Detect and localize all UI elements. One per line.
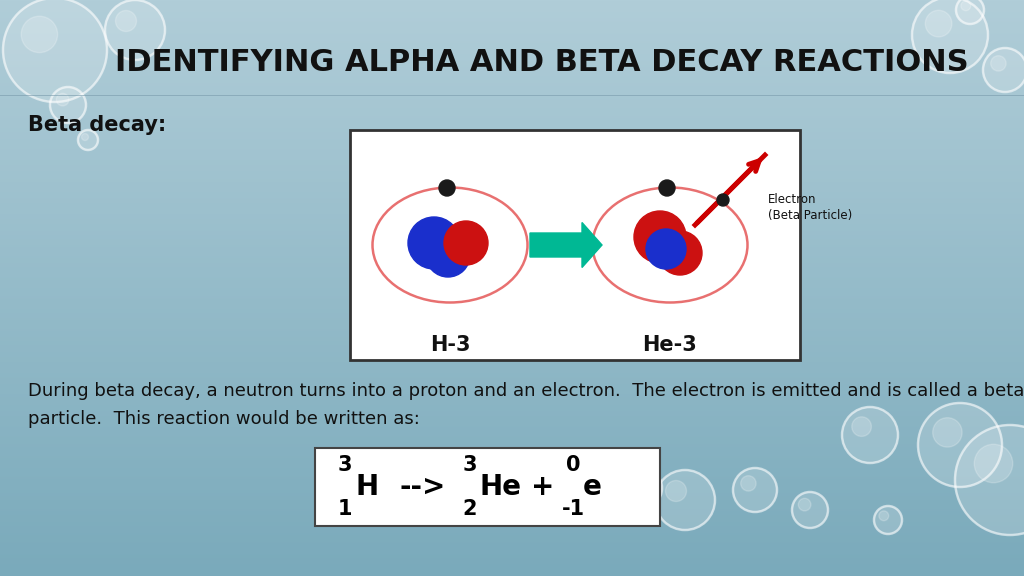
Text: During beta decay, a neutron turns into a proton and an electron.  The electron : During beta decay, a neutron turns into … xyxy=(28,382,1024,400)
Text: 1: 1 xyxy=(338,499,352,519)
Circle shape xyxy=(974,444,1013,483)
Circle shape xyxy=(874,506,902,534)
Circle shape xyxy=(933,418,963,447)
Circle shape xyxy=(799,498,811,511)
Bar xyxy=(350,130,800,360)
Circle shape xyxy=(3,0,106,102)
Circle shape xyxy=(626,473,641,489)
Circle shape xyxy=(426,233,470,277)
Circle shape xyxy=(912,0,988,73)
Circle shape xyxy=(56,93,69,106)
Circle shape xyxy=(666,480,686,502)
Text: 2: 2 xyxy=(463,499,477,519)
Circle shape xyxy=(983,48,1024,92)
Text: H-3: H-3 xyxy=(430,335,470,355)
Text: IDENTIFYING ALPHA AND BETA DECAY REACTIONS: IDENTIFYING ALPHA AND BETA DECAY REACTIO… xyxy=(115,48,969,77)
Circle shape xyxy=(918,403,1002,487)
Circle shape xyxy=(444,221,488,265)
Circle shape xyxy=(961,1,971,11)
Circle shape xyxy=(792,492,828,528)
Circle shape xyxy=(408,217,460,269)
Text: He: He xyxy=(480,473,522,501)
Circle shape xyxy=(646,229,686,269)
Circle shape xyxy=(618,466,662,510)
Circle shape xyxy=(634,211,686,263)
Text: He-3: He-3 xyxy=(643,335,697,355)
Text: particle.  This reaction would be written as:: particle. This reaction would be written… xyxy=(28,410,420,428)
Circle shape xyxy=(842,407,898,463)
Text: -->: --> xyxy=(399,473,446,501)
Circle shape xyxy=(733,468,777,512)
Text: 3: 3 xyxy=(463,455,477,475)
Text: -1: -1 xyxy=(561,499,585,519)
FancyArrow shape xyxy=(530,222,602,267)
Circle shape xyxy=(439,180,455,196)
Text: e: e xyxy=(583,473,602,501)
Circle shape xyxy=(105,0,165,60)
Circle shape xyxy=(926,10,952,37)
Circle shape xyxy=(717,194,729,206)
Text: Beta decay:: Beta decay: xyxy=(28,115,166,135)
Text: Electron
(Beta Particle): Electron (Beta Particle) xyxy=(768,193,852,222)
Circle shape xyxy=(659,180,675,196)
Circle shape xyxy=(655,470,715,530)
Circle shape xyxy=(50,87,86,123)
Text: H: H xyxy=(355,473,378,501)
Text: 3: 3 xyxy=(338,455,352,475)
Text: +: + xyxy=(531,473,555,501)
Circle shape xyxy=(116,10,136,32)
Circle shape xyxy=(658,231,702,275)
Circle shape xyxy=(22,16,57,52)
Circle shape xyxy=(955,425,1024,535)
Circle shape xyxy=(956,0,984,24)
Circle shape xyxy=(82,134,88,141)
Circle shape xyxy=(78,130,98,150)
Circle shape xyxy=(879,511,889,521)
Circle shape xyxy=(852,417,871,437)
Circle shape xyxy=(990,56,1007,71)
Circle shape xyxy=(740,476,756,491)
Text: 0: 0 xyxy=(565,455,581,475)
Bar xyxy=(315,448,660,526)
